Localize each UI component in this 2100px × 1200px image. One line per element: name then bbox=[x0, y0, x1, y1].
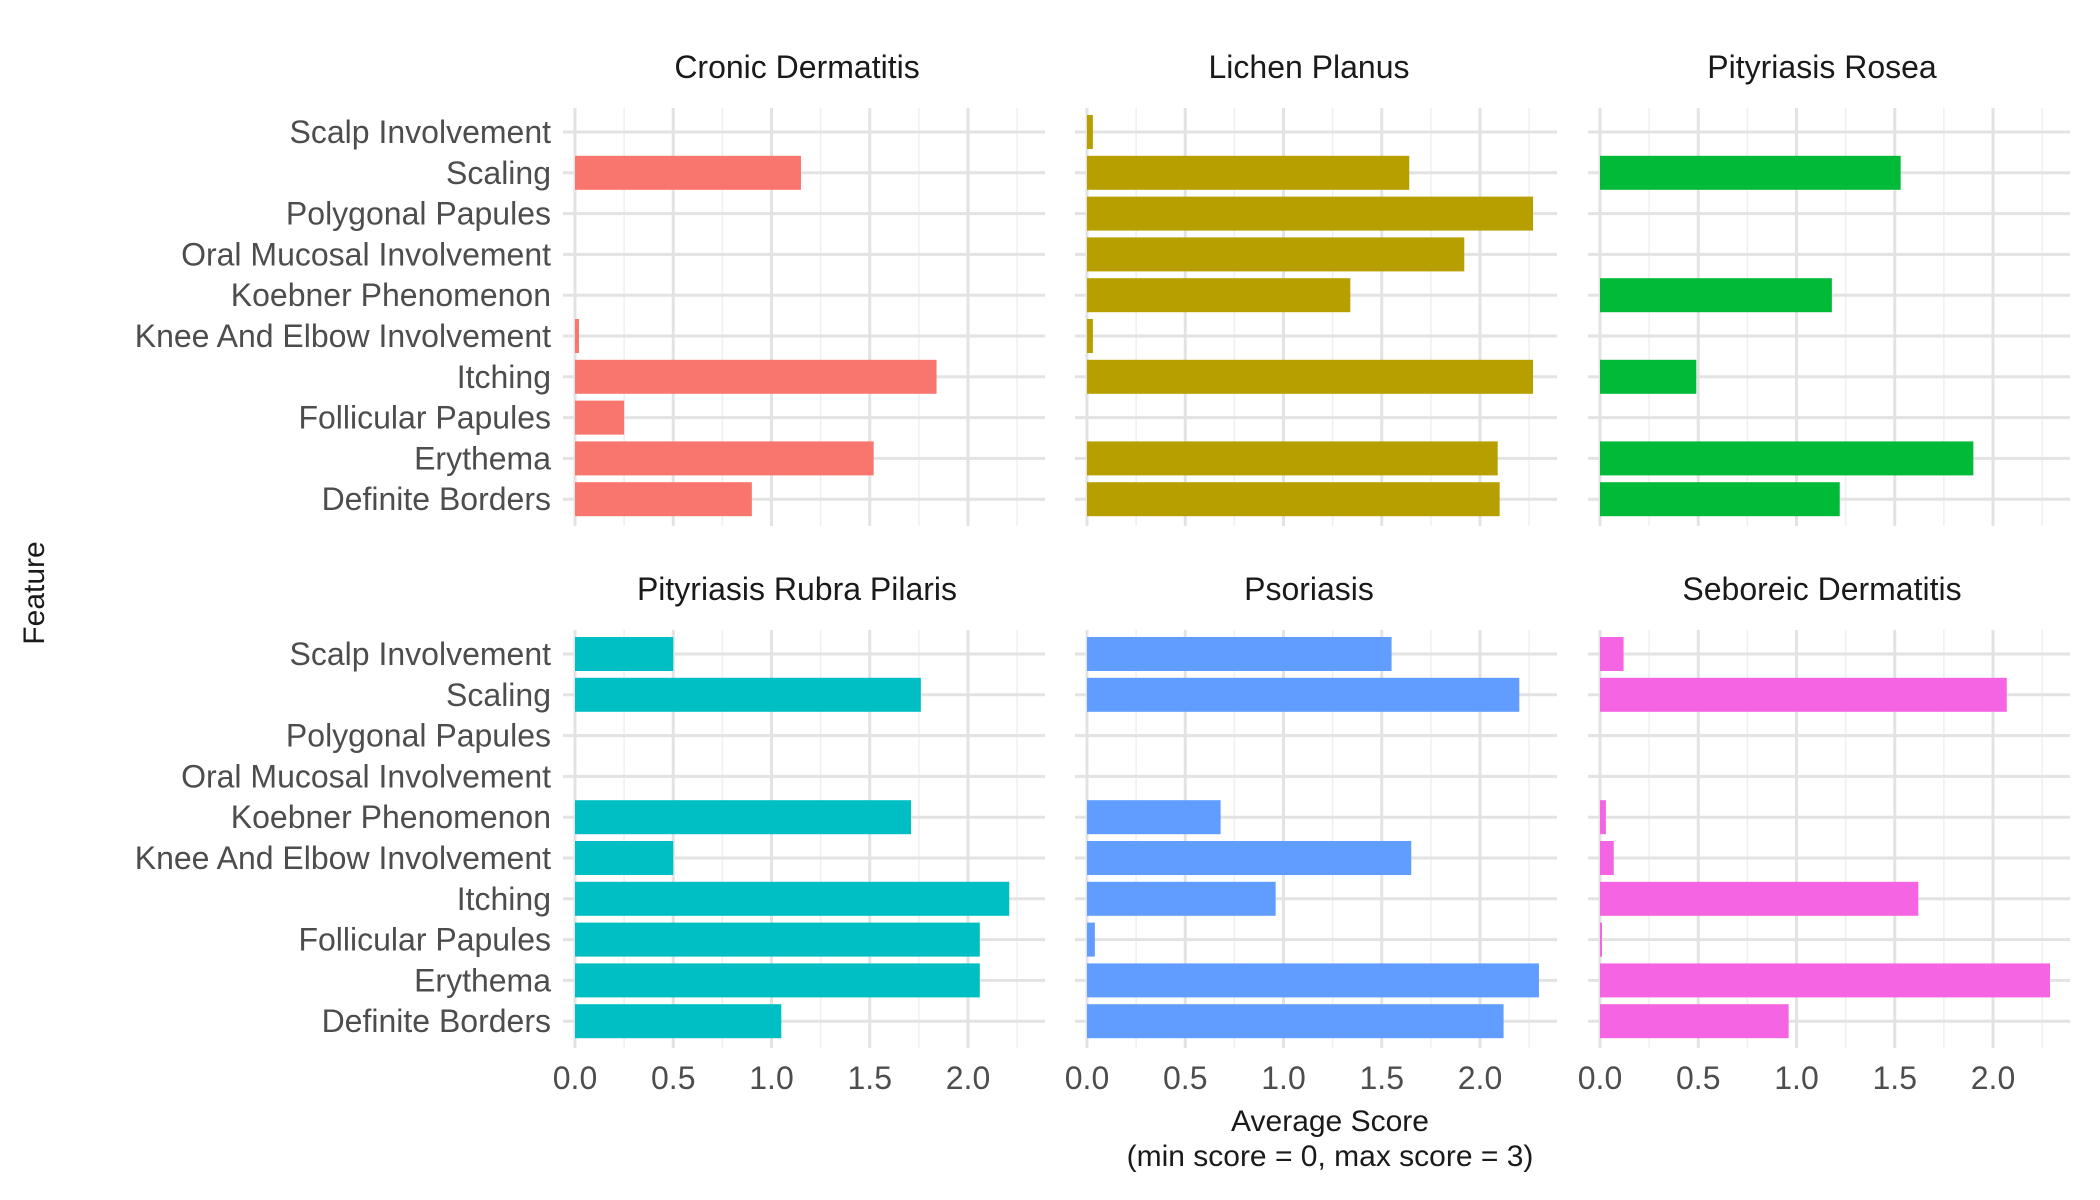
bar bbox=[1600, 922, 1602, 957]
bar bbox=[1600, 441, 1974, 476]
panel-title: Pityriasis Rubra Pilaris bbox=[637, 571, 957, 607]
feature-label: Oral Mucosal Involvement bbox=[181, 758, 551, 794]
feature-label: Polygonal Papules bbox=[286, 196, 551, 232]
bar bbox=[1087, 963, 1539, 998]
bar bbox=[1087, 800, 1221, 835]
feature-label: Follicular Papules bbox=[298, 922, 551, 958]
bar bbox=[1087, 1004, 1504, 1039]
feature-label: Scaling bbox=[446, 677, 551, 713]
feature-label: Itching bbox=[457, 359, 551, 395]
feature-label: Definite Borders bbox=[322, 481, 551, 517]
bar bbox=[1087, 677, 1520, 712]
bar bbox=[1087, 237, 1465, 272]
bar bbox=[1087, 482, 1500, 517]
bar bbox=[1600, 155, 1901, 190]
bar bbox=[1600, 359, 1697, 394]
x-axis-subtitle: (min score = 0, max score = 3) bbox=[1127, 1140, 1534, 1173]
feature-label: Koebner Phenomenon bbox=[231, 799, 551, 835]
feature-label: Koebner Phenomenon bbox=[231, 277, 551, 313]
bar bbox=[1600, 881, 1919, 916]
panel-4: Pityriasis Rubra Pilaris Scalp Involvemen… bbox=[135, 571, 1045, 1096]
bar bbox=[1087, 841, 1412, 875]
bar bbox=[1087, 319, 1093, 353]
x-tick-label: 0.0 bbox=[1065, 1060, 1109, 1096]
bar bbox=[575, 155, 801, 190]
bar bbox=[1087, 359, 1534, 394]
bar bbox=[1087, 881, 1276, 916]
bar bbox=[575, 841, 674, 875]
panel-1: Cronic Dermatitis Scalp Involvement Scalin… bbox=[135, 49, 1045, 526]
bar bbox=[1600, 963, 2050, 998]
panel-title: Cronic Dermatitis bbox=[674, 49, 919, 85]
panel-3: Pityriasis Rosea bbox=[1588, 49, 2070, 526]
bar bbox=[1087, 115, 1093, 149]
bar bbox=[1087, 196, 1534, 231]
bar bbox=[1600, 278, 1832, 313]
feature-label: Knee And Elbow Involvement bbox=[135, 318, 551, 354]
x-tick-label: 0.0 bbox=[1578, 1060, 1622, 1096]
feature-label: Itching bbox=[457, 881, 551, 917]
bar bbox=[575, 441, 874, 476]
bar bbox=[1600, 637, 1624, 671]
bar bbox=[1600, 482, 1840, 517]
bar bbox=[575, 482, 752, 517]
bar bbox=[575, 400, 625, 435]
panel-title: Seboreic Dermatitis bbox=[1682, 571, 1961, 607]
x-axis-title: Average Score bbox=[1231, 1105, 1429, 1138]
x-tick-label: 1.0 bbox=[1774, 1060, 1818, 1096]
panel-title: Pityriasis Rosea bbox=[1707, 49, 1937, 85]
bar bbox=[1087, 637, 1392, 671]
bar bbox=[1600, 1004, 1789, 1039]
bar bbox=[575, 881, 1010, 916]
feature-label: Scalp Involvement bbox=[290, 114, 552, 150]
panel-5: Psoriasis 0.0 0.5 1.0 1.5 2.0 bbox=[1065, 571, 1557, 1096]
feature-label: Polygonal Papules bbox=[286, 718, 551, 754]
x-tick-label: 1.5 bbox=[1873, 1060, 1917, 1096]
bar bbox=[1087, 922, 1095, 957]
bar bbox=[575, 963, 980, 998]
x-tick-label: 0.5 bbox=[1163, 1060, 1207, 1096]
panels-layer: Cronic Dermatitis Scalp Involvement Scalin… bbox=[135, 49, 2070, 1096]
x-tick-label: 0.0 bbox=[553, 1060, 597, 1096]
x-tick-label: 2.0 bbox=[1971, 1060, 2015, 1096]
bar bbox=[1087, 155, 1410, 190]
feature-label: Scalp Involvement bbox=[290, 636, 552, 672]
y-axis-title: Feature bbox=[18, 541, 51, 644]
x-tick-label: 0.5 bbox=[651, 1060, 695, 1096]
x-tick-label: 1.0 bbox=[1261, 1060, 1305, 1096]
bar bbox=[575, 922, 980, 957]
feature-label: Follicular Papules bbox=[298, 400, 551, 436]
bar bbox=[575, 359, 937, 394]
x-tick-label: 2.0 bbox=[946, 1060, 990, 1096]
panel-6: Seboreic Dermatitis 0.0 0.5 1.0 1.5 2.0 bbox=[1578, 571, 2070, 1096]
bar bbox=[575, 677, 921, 712]
x-tick-label: 1.5 bbox=[1360, 1060, 1404, 1096]
bar bbox=[575, 1004, 782, 1039]
panel-2: Lichen Planus bbox=[1075, 49, 1557, 526]
feature-label: Erythema bbox=[414, 440, 551, 476]
x-tick-label: 1.5 bbox=[848, 1060, 892, 1096]
feature-label: Erythema bbox=[414, 962, 551, 998]
bar bbox=[1087, 441, 1498, 476]
x-tick-label: 2.0 bbox=[1458, 1060, 1502, 1096]
bar bbox=[575, 800, 912, 835]
feature-label: Knee And Elbow Involvement bbox=[135, 840, 551, 876]
x-tick-label: 1.0 bbox=[749, 1060, 793, 1096]
x-tick-label: 0.5 bbox=[1676, 1060, 1720, 1096]
bar bbox=[1087, 278, 1351, 313]
bar bbox=[1600, 800, 1606, 835]
bar bbox=[575, 319, 579, 353]
bar bbox=[1600, 841, 1614, 875]
feature-label: Oral Mucosal Involvement bbox=[181, 236, 551, 272]
feature-label: Scaling bbox=[446, 155, 551, 191]
panel-title: Psoriasis bbox=[1244, 571, 1374, 607]
panel-title: Lichen Planus bbox=[1208, 49, 1409, 85]
feature-label: Definite Borders bbox=[322, 1003, 551, 1039]
bar bbox=[1600, 677, 2007, 712]
bar bbox=[575, 637, 674, 671]
